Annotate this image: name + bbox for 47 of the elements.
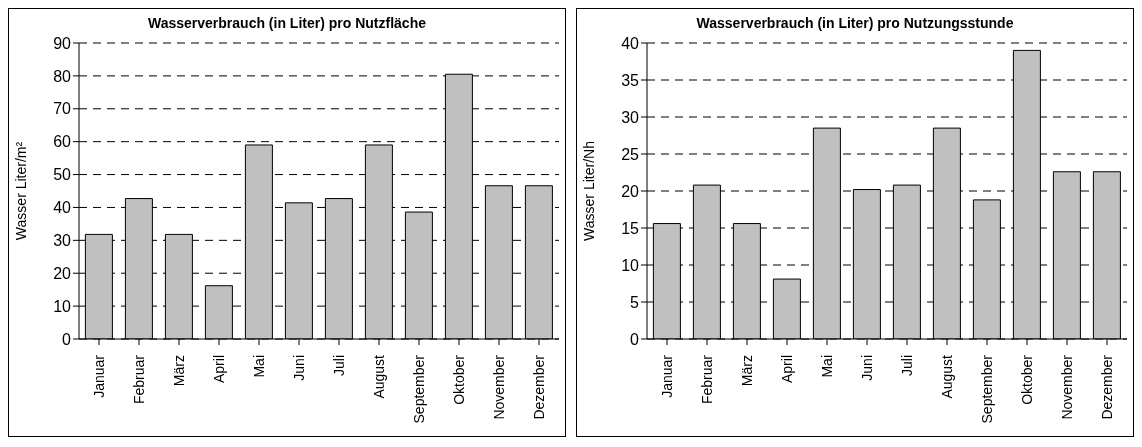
y-tick-label: 15 bbox=[621, 219, 640, 237]
chart-title: Wasserverbrauch (in Liter) pro Nutzfläche bbox=[147, 15, 427, 31]
x-tick-label: Februar bbox=[699, 354, 715, 405]
y-tick-label: 90 bbox=[53, 34, 72, 52]
x-tick-label: Januar bbox=[659, 354, 675, 398]
chart-title: Wasserverbrauch (in Liter) pro Nutzungsstunde bbox=[695, 15, 1015, 31]
y-tick-label: 5 bbox=[630, 293, 640, 311]
x-tick-label: August bbox=[371, 354, 387, 399]
y-axis-title: Wasser Liter/Nh bbox=[580, 141, 597, 241]
y-tick-label: 0 bbox=[62, 330, 72, 348]
x-tick-label: Juli bbox=[331, 355, 347, 377]
x-tick-label: August bbox=[939, 354, 955, 399]
x-tick-label: Mai bbox=[251, 355, 267, 378]
y-tick-label: 40 bbox=[621, 34, 640, 52]
y-tick-label: 60 bbox=[53, 133, 72, 151]
y-tick-label: 20 bbox=[621, 182, 640, 200]
x-tick-label: März bbox=[739, 355, 755, 387]
x-tick-label: September bbox=[411, 354, 427, 424]
x-tick-label: April bbox=[779, 355, 795, 384]
x-tick-label: Oktober bbox=[451, 354, 467, 405]
x-tick-label: November bbox=[491, 354, 507, 420]
y-tick-label: 0 bbox=[630, 330, 640, 348]
x-tick-label: März bbox=[171, 355, 187, 387]
x-tick-label: Mai bbox=[819, 355, 835, 378]
x-tick-label: September bbox=[979, 354, 995, 424]
x-tick-label: Juni bbox=[859, 355, 875, 381]
y-tick-label: 35 bbox=[621, 71, 640, 89]
y-tick-label: 10 bbox=[621, 256, 640, 274]
x-tick-label: Juli bbox=[899, 355, 915, 377]
x-tick-label: November bbox=[1059, 354, 1075, 420]
x-tick-label: April bbox=[211, 355, 227, 384]
y-tick-label: 40 bbox=[53, 199, 72, 217]
y-tick-label: 50 bbox=[53, 166, 72, 184]
y-tick-label: 70 bbox=[53, 100, 72, 118]
y-tick-label: 25 bbox=[621, 145, 640, 163]
y-tick-label: 10 bbox=[53, 297, 72, 315]
y-tick-label: 80 bbox=[53, 67, 72, 85]
y-tick-label: 30 bbox=[621, 108, 640, 126]
x-tick-label: Juni bbox=[291, 355, 307, 381]
y-tick-label: 20 bbox=[53, 264, 72, 282]
x-tick-label: Februar bbox=[131, 354, 147, 405]
y-tick-label: 30 bbox=[53, 232, 72, 250]
x-tick-label: Oktober bbox=[1019, 354, 1035, 405]
x-tick-label: Dezember bbox=[1099, 354, 1115, 420]
x-tick-label: Januar bbox=[91, 354, 107, 398]
y-axis-title: Wasser Liter/m² bbox=[12, 141, 29, 241]
x-tick-label: Dezember bbox=[531, 354, 547, 420]
